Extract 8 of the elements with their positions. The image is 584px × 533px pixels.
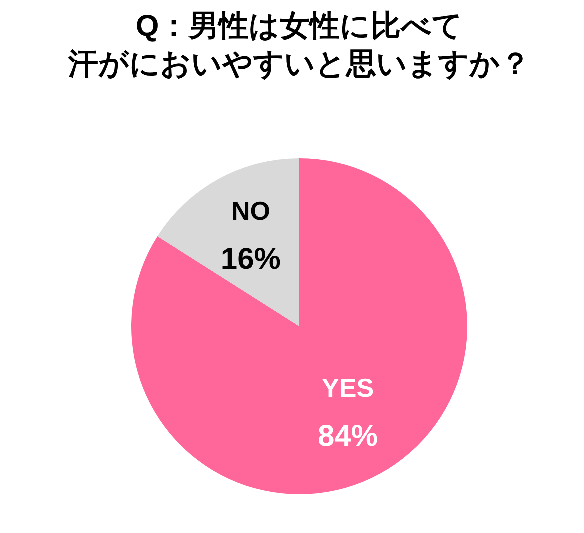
data-label: 84% [318,420,378,453]
pie-slice [132,158,468,494]
slice-label: YES [322,372,374,403]
chart-title: Q：男性は女性に比べて [136,10,464,43]
pie-slice [158,158,300,326]
chart-subtitle: 汗がにおいやすいと思いますか？ [68,48,530,81]
data-label: 16% [220,243,281,276]
slice-label: NO [231,196,270,226]
